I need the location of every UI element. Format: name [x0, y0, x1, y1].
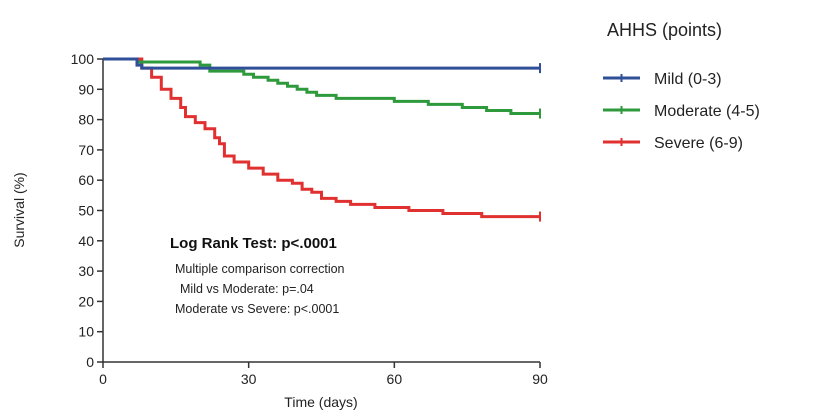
- series-lines: [103, 57, 541, 222]
- y-tick-label: 10: [78, 324, 94, 340]
- legend-label-moderate: Moderate (4-5): [654, 103, 760, 120]
- y-tick-label: 80: [78, 112, 94, 128]
- series-line-moderate: [103, 57, 540, 115]
- y-axis-ticks: 0 10 20 30 40 50 60 70 80 90 100: [71, 51, 103, 370]
- x-axis-ticks: 0 30 60 90: [99, 362, 548, 387]
- y-tick-label: 70: [78, 142, 94, 158]
- x-tick-label: 90: [532, 371, 548, 387]
- y-tick-label: 90: [78, 81, 94, 97]
- x-tick-label: 30: [241, 371, 257, 387]
- y-tick-label: 50: [78, 203, 94, 219]
- annotation-mild-vs-moderate: Mild vs Moderate: p=.04: [180, 282, 314, 296]
- x-tick-label: 0: [99, 371, 107, 387]
- annotation-multiple-comparison: Multiple comparison correction: [175, 262, 345, 276]
- legend-label-severe: Severe (6-9): [654, 135, 743, 152]
- series-line-severe: [103, 57, 540, 219]
- legend-label-mild: Mild (0-3): [654, 71, 722, 88]
- x-tick-label: 60: [387, 371, 403, 387]
- y-tick-label: 100: [71, 51, 95, 67]
- x-axis-label: Time (days): [284, 394, 357, 410]
- annotation-moderate-vs-severe: Moderate vs Severe: p<.0001: [175, 302, 339, 316]
- y-tick-label: 20: [78, 293, 94, 309]
- annotation-log-rank: Log Rank Test: p<.0001: [170, 235, 337, 252]
- series-line-mild: [103, 57, 540, 70]
- y-tick-label: 0: [86, 354, 94, 370]
- y-tick-label: 30: [78, 263, 94, 279]
- y-tick-label: 40: [78, 233, 94, 249]
- y-axis-label: Survival (%): [11, 172, 27, 247]
- y-tick-label: 60: [78, 172, 94, 188]
- legend-title: AHHS (points): [607, 20, 722, 40]
- legend: Mild (0-3) Moderate (4-5) Severe (6-9): [603, 71, 760, 152]
